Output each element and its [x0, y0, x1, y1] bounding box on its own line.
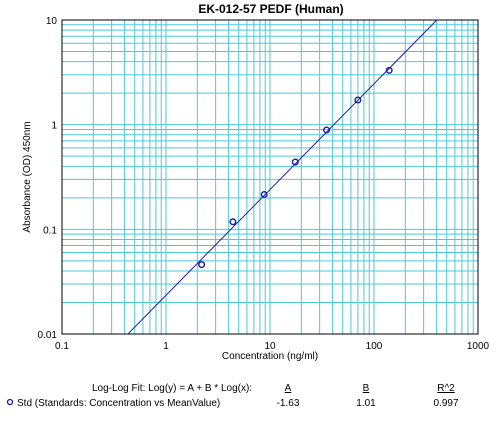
y-tick-label: 0.1 — [43, 225, 57, 236]
data-point — [260, 191, 268, 199]
fit-b-value: 1.01 — [356, 398, 376, 409]
data-point — [323, 126, 331, 134]
fit-line — [127, 20, 438, 334]
data-point — [198, 261, 206, 269]
y-axis-title: Absorbance (OD) 450nm — [22, 121, 33, 232]
data-points — [198, 66, 393, 269]
fit-equation: Log-Log Fit: Log(y) = A + B * Log(x): — [92, 383, 252, 394]
fit-legend: Log-Log Fit: Log(y) = A + B * Log(x): A … — [6, 383, 459, 409]
fit-a-value: -1.63 — [277, 398, 300, 409]
grid — [62, 20, 478, 334]
plot-area — [127, 20, 438, 334]
data-point — [354, 96, 362, 104]
fit-r2-header: R^2 — [437, 383, 455, 394]
data-point — [229, 218, 237, 226]
data-point — [291, 158, 299, 166]
fit-b-header: B — [363, 383, 370, 394]
x-tick-label: 1 — [163, 341, 169, 352]
y-tick-label: 1 — [51, 121, 57, 132]
legend-marker — [6, 398, 14, 406]
x-tick-label: 0.1 — [55, 341, 69, 352]
fit-r2-value: 0.997 — [433, 398, 458, 409]
x-tick-label: 1000 — [467, 341, 490, 352]
x-tick-label: 10 — [264, 341, 276, 352]
plot-frame — [61, 19, 479, 335]
data-point — [385, 66, 393, 74]
x-axis-title: Concentration (ng/ml) — [222, 351, 318, 362]
y-tick-labels: 0.01 0.1 1 10 — [38, 16, 58, 341]
x-tick-labels: 0.1 1 10 100 1000 — [55, 341, 490, 352]
fit-a-header: A — [285, 383, 292, 394]
y-tick-label: 0.01 — [38, 330, 58, 341]
legend-series-name: Std (Standards: Concentration vs MeanVal… — [17, 398, 220, 409]
chart-title: EK-012-57 PEDF (Human) — [198, 2, 343, 16]
x-tick-label: 100 — [366, 341, 383, 352]
y-tick-label: 10 — [46, 16, 58, 27]
